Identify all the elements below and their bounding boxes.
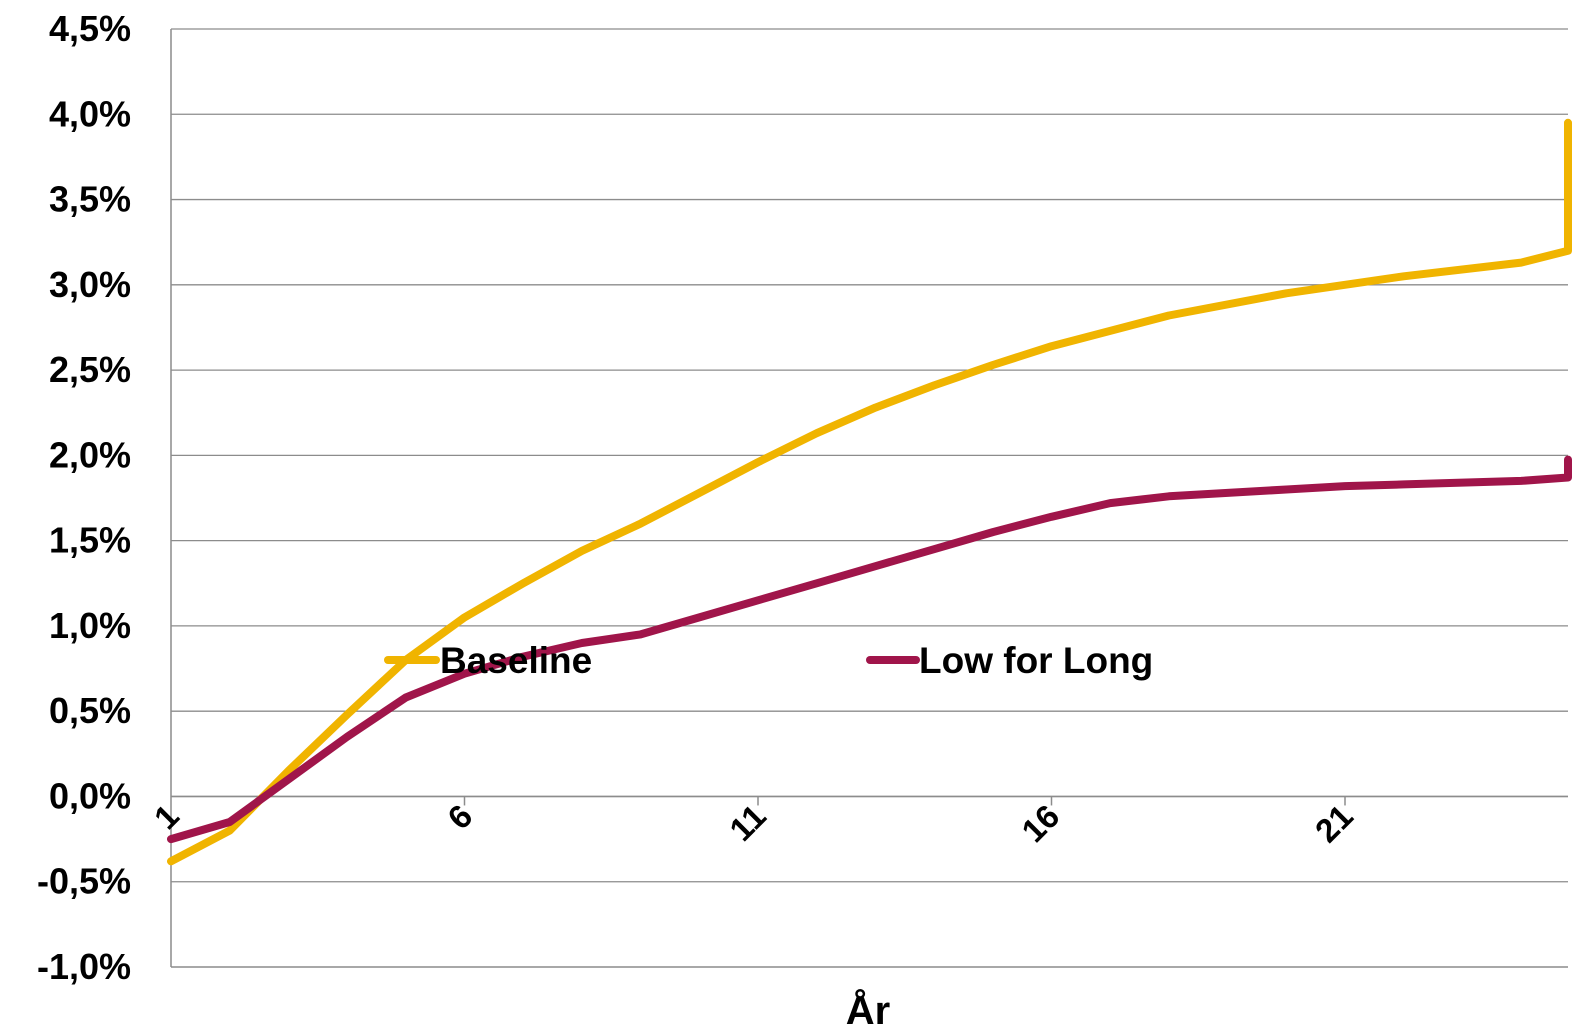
x-tick-label: 1 bbox=[147, 797, 186, 836]
legend-label-baseline: Baseline bbox=[440, 640, 592, 681]
y-tick-label: -0,5% bbox=[37, 861, 131, 902]
y-tick-label: 4,0% bbox=[49, 93, 131, 134]
x-tick-label: 21 bbox=[1308, 797, 1360, 849]
gridlines bbox=[171, 28, 1568, 883]
y-tick-label: 2,0% bbox=[49, 434, 131, 475]
legend-item-baseline: Baseline bbox=[384, 640, 592, 681]
legend-item-low-for-long: Low for Long bbox=[866, 640, 1153, 681]
series-line-low-for-long bbox=[167, 455, 1572, 844]
y-tick-label: 4,5% bbox=[49, 8, 131, 49]
y-tick-label: 3,5% bbox=[49, 179, 131, 220]
y-tick-label: 2,5% bbox=[49, 349, 131, 390]
x-tick-label: 6 bbox=[440, 797, 479, 836]
x-tick-label: 16 bbox=[1014, 797, 1066, 849]
series-layer bbox=[167, 118, 1572, 866]
plot-frame bbox=[170, 29, 1568, 968]
y-axis-ticks: -1,0% -0,5% 0,0% 0,5% 1,0% 1,5% 2,0% 2,5% 3,0% 3,… bbox=[37, 8, 131, 987]
legend-label-low-for-long: Low for Long bbox=[919, 640, 1153, 681]
y-tick-label: 0,5% bbox=[49, 690, 131, 731]
x-tick-label: 11 bbox=[722, 797, 773, 848]
y-tick-label: 0,0% bbox=[49, 775, 131, 816]
legend: Baseline Low for Long bbox=[384, 640, 1153, 681]
series-line-baseline bbox=[167, 118, 1572, 866]
y-tick-label: 1,5% bbox=[49, 520, 131, 561]
y-tick-label: 1,0% bbox=[49, 605, 131, 646]
x-axis-title: År bbox=[846, 988, 890, 1031]
x-axis-ticks: 1611162126313641465156616671768186919610… bbox=[147, 796, 1360, 849]
y-tick-label: -1,0% bbox=[37, 946, 131, 987]
y-tick-label: 3,0% bbox=[49, 264, 131, 305]
